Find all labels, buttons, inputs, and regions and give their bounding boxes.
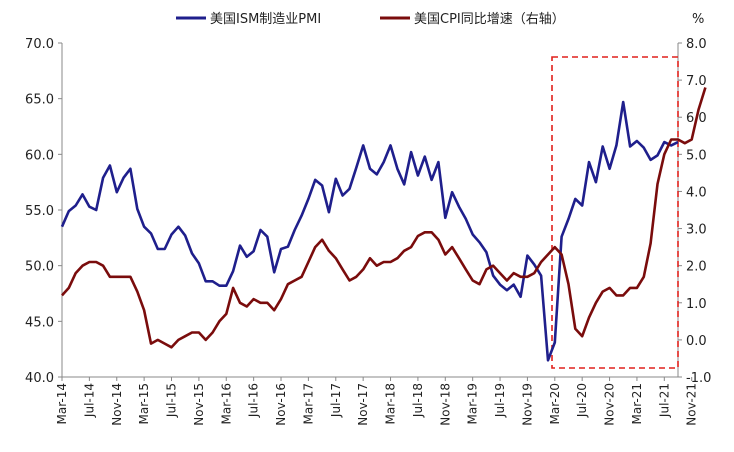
x-tick-label: Jul-19 bbox=[493, 383, 507, 418]
left-tick-label: 65.0 bbox=[25, 93, 54, 108]
x-tick-label: Nov-17 bbox=[356, 383, 370, 426]
x-tick-label: Mar-20 bbox=[548, 383, 562, 424]
x-tick-label: Nov-15 bbox=[192, 383, 206, 426]
right-tick-label: 5.0 bbox=[686, 148, 707, 163]
x-tick-label: Nov-14 bbox=[110, 383, 124, 426]
x-tick-label: Mar-15 bbox=[137, 383, 151, 424]
x-tick-label: Nov-16 bbox=[274, 383, 288, 426]
x-tick-label: Mar-17 bbox=[301, 383, 315, 424]
right-axis-unit: % bbox=[692, 12, 704, 27]
x-tick-label: Nov-20 bbox=[603, 383, 617, 426]
right-tick-label: 7.0 bbox=[686, 74, 707, 89]
x-tick-label: Jul-16 bbox=[247, 383, 261, 418]
pmi-series-line bbox=[60, 100, 679, 362]
left-tick-label: 60.0 bbox=[25, 148, 54, 163]
cpi-series-line bbox=[61, 87, 707, 349]
x-tick-label: Jul-21 bbox=[657, 383, 671, 418]
series-lines bbox=[60, 87, 707, 362]
legend-label-cpi: 美国CPI同比增速（右轴） bbox=[414, 12, 565, 27]
right-tick-label: -1.0 bbox=[686, 371, 711, 386]
right-tick-label: 8.0 bbox=[686, 37, 707, 52]
right-tick-label: 1.0 bbox=[686, 297, 707, 312]
x-tick-label: Mar-16 bbox=[219, 383, 233, 424]
x-tick-label: Mar-19 bbox=[466, 383, 480, 424]
highlight-dashed-box bbox=[551, 56, 679, 369]
x-tick-label: Jul-14 bbox=[82, 383, 96, 418]
right-tick-label: 2.0 bbox=[686, 260, 707, 275]
x-tick-label: Jul-17 bbox=[329, 383, 343, 418]
x-tick-label: Mar-18 bbox=[384, 383, 398, 424]
right-tick-label: 3.0 bbox=[686, 223, 707, 238]
x-tick-label: Jul-20 bbox=[575, 383, 589, 418]
axes: 40.0 45.0 50.0 55.0 60.0 65.0 70.0 -1.0 0.0 1.0 2.… bbox=[25, 37, 711, 426]
x-tick-label: Mar-21 bbox=[630, 383, 644, 424]
highlight-box bbox=[551, 56, 679, 369]
right-tick-label: 0.0 bbox=[686, 334, 707, 349]
left-tick-label: 50.0 bbox=[25, 260, 54, 275]
legend-label-pmi: 美国ISM制造业PMI bbox=[210, 12, 321, 27]
left-tick-label: 40.0 bbox=[25, 371, 54, 386]
x-tick-label: Nov-19 bbox=[520, 383, 534, 426]
x-tick-label: Nov-21 bbox=[685, 383, 699, 426]
x-tick-label: Nov-18 bbox=[438, 383, 452, 426]
x-tick-label: Jul-15 bbox=[165, 383, 179, 418]
left-tick-label: 70.0 bbox=[25, 37, 54, 52]
left-tick-label: 45.0 bbox=[25, 315, 54, 330]
right-tick-label: 4.0 bbox=[686, 185, 707, 200]
x-tick-label: Jul-18 bbox=[411, 383, 425, 418]
left-tick-label: 55.0 bbox=[25, 204, 54, 219]
legend: 美国ISM制造业PMI 美国CPI同比增速（右轴） bbox=[176, 12, 565, 27]
x-tick-label: Mar-14 bbox=[55, 383, 69, 424]
